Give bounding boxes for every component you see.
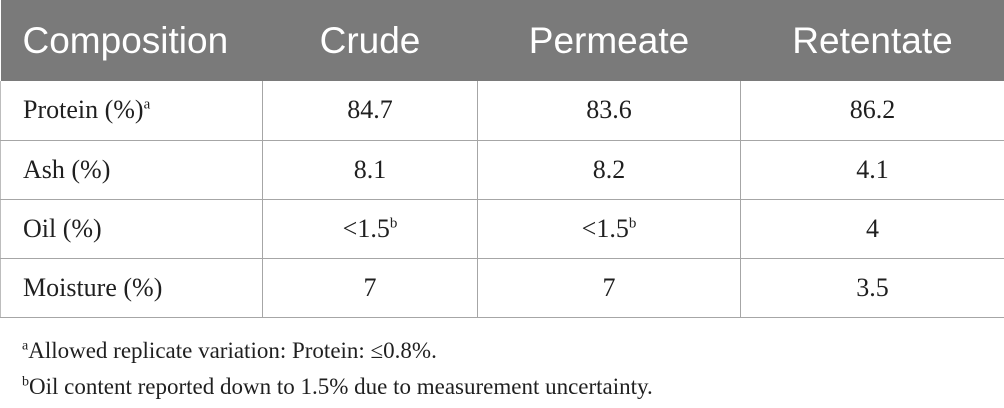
table-row: Oil (%) <1.5b <1.5b 4	[0, 198, 1004, 259]
footnote-mark: a	[143, 96, 151, 113]
retentate-value: 3.5	[856, 272, 889, 302]
table-row: Moisture (%) 7 7 3.5	[0, 257, 1004, 318]
footnote-b: bOil content reported down to 1.5% due t…	[22, 369, 653, 405]
footnote-a: aAllowed replicate variation: Protein: ≤…	[22, 333, 653, 369]
permeate-value: <1.5	[581, 213, 629, 243]
crude-cell: 7	[262, 257, 478, 318]
composition-table-container: Composition Crude Permeate Retentate Pro…	[0, 0, 1004, 318]
permeate-cell: 8.2	[477, 139, 741, 200]
crude-value: 84.7	[347, 95, 393, 125]
crude-value: 8.1	[353, 154, 387, 184]
footnote-mark: b	[389, 214, 398, 231]
permeate-value: 7	[602, 272, 616, 302]
row-label: Protein (%)	[23, 95, 144, 125]
header-retentate: Retentate	[792, 19, 953, 61]
permeate-value: 83.6	[586, 95, 632, 125]
crude-cell: <1.5b	[262, 198, 478, 259]
retentate-cell: 4.1	[740, 139, 1004, 200]
footnote-mark: b	[628, 214, 637, 231]
retentate-cell: 3.5	[740, 257, 1004, 318]
crude-value: 7	[363, 272, 377, 302]
row-label-cell: Ash (%)	[0, 139, 263, 200]
retentate-cell: 86.2	[740, 81, 1004, 141]
retentate-cell: 4	[740, 198, 1004, 259]
permeate-value: 8.2	[592, 154, 626, 184]
row-label-cell: Moisture (%)	[0, 257, 263, 318]
permeate-cell: 7	[477, 257, 741, 318]
header-row: Composition Crude Permeate Retentate	[0, 0, 1004, 81]
permeate-cell: <1.5b	[477, 198, 741, 259]
crude-cell: 84.7	[262, 81, 478, 141]
crude-cell: 8.1	[262, 139, 478, 200]
row-label: Oil (%)	[23, 213, 102, 243]
footnote-a-mark: a	[22, 338, 29, 354]
retentate-value: 4.1	[856, 154, 889, 184]
footnote-a-text: Allowed replicate variation: Protein: ≤0…	[28, 338, 437, 363]
header-permeate: Permeate	[528, 19, 690, 61]
footnote-b-mark: b	[22, 374, 29, 390]
crude-value: <1.5	[342, 213, 390, 243]
footnote-b-text: Oil content reported down to 1.5% due to…	[29, 374, 653, 399]
row-label: Moisture (%)	[23, 272, 163, 302]
header-composition: Composition	[22, 19, 229, 61]
row-label-cell: Protein (%)a	[0, 81, 263, 141]
retentate-value: 4	[866, 213, 879, 243]
footnotes: aAllowed replicate variation: Protein: ≤…	[22, 333, 653, 405]
retentate-value: 86.2	[849, 95, 896, 125]
row-label: Ash (%)	[23, 154, 111, 184]
row-label-cell: Oil (%)	[0, 198, 263, 259]
header-crude: Crude	[319, 19, 421, 61]
permeate-cell: 83.6	[477, 81, 741, 141]
table-row: Protein (%)a 84.7 83.6 86.2	[0, 81, 1004, 141]
composition-table: Composition Crude Permeate Retentate Pro…	[0, 0, 1004, 318]
table-row: Ash (%) 8.1 8.2 4.1	[0, 139, 1004, 200]
